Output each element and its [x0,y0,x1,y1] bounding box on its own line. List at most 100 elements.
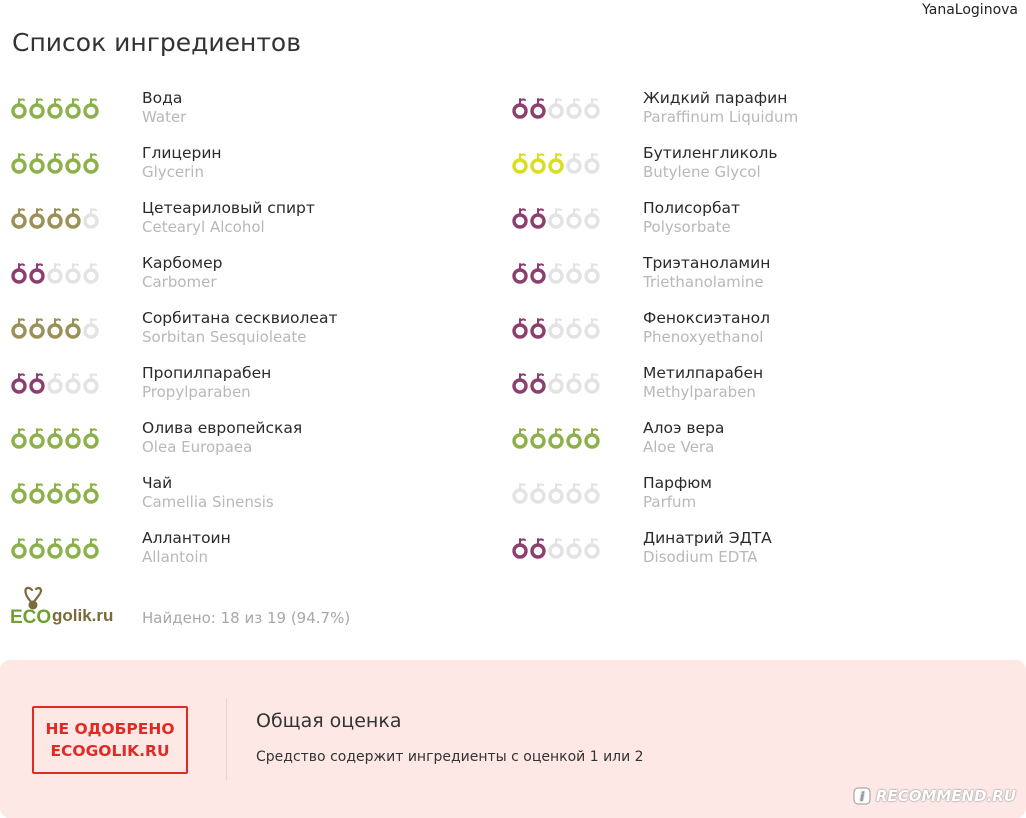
ingredient-row[interactable]: Триэтаноламин Triethanolamine [511,253,991,308]
rating-drop-icon [566,428,582,449]
ingredient-row[interactable]: Полисорбат Polysorbate [511,198,991,253]
ingredient-name-ru[interactable]: Парфюм [643,474,712,492]
ingredient-names: Бутиленгликоль Butylene Glycol [643,144,778,182]
ingredient-names: Жидкий парафин Paraffinum Liquidum [643,89,798,127]
svg-text:i: i [860,790,865,804]
rating-drop-icon [11,428,27,449]
rating-drop-icon [83,428,99,449]
ingredient-row[interactable]: Жидкий парафин Paraffinum Liquidum [511,88,991,143]
ingredients-left-column: Вода Water Глицерин Glycerin Цетеариловый сп… [10,88,490,583]
ingredient-rating [511,316,601,340]
rating-drop-icon [47,428,63,449]
rating-drop-icon [512,483,528,504]
ingredient-names: Цетеариловый спирт Cetearyl Alcohol [142,199,315,237]
ingredient-row[interactable]: Аллантоин Allantoin [10,528,490,583]
ingredient-name-ru[interactable]: Бутиленгликоль [643,144,778,162]
ingredient-row[interactable]: Цетеариловый спирт Cetearyl Alcohol [10,198,490,253]
ingredient-name-latin: Butylene Glycol [643,163,761,181]
ingredient-name-ru[interactable]: Олива европейская [142,419,303,437]
ingredient-row[interactable]: Парфюм Parfum [511,473,991,528]
ingredient-names: Триэтаноламин Triethanolamine [643,254,770,292]
logo-golik-text: golik.ru [52,606,113,625]
not-approved-stamp: НЕ ОДОБРЕНО ECOGOLIK.RU [32,706,188,774]
rating-drop-icon [584,153,600,174]
rating-drop-icon [530,208,546,229]
rating-drop-icon [566,318,582,339]
ingredient-name-ru[interactable]: Динатрий ЭДТА [643,529,772,547]
ingredient-row[interactable]: Алоэ вера Aloe Vera [511,418,991,473]
rating-drop-icon [47,153,63,174]
ingredient-row[interactable]: Карбомер Carbomer [10,253,490,308]
ingredient-row[interactable]: Феноксиэтанол Phenoxyethanol [511,308,991,363]
ingredient-row[interactable]: Чай Camellia Sinensis [10,473,490,528]
ingredient-name-ru[interactable]: Полисорбат [643,199,741,217]
ingredient-row[interactable]: Бутиленгликоль Butylene Glycol [511,143,991,198]
ingredient-row[interactable]: Сорбитана сесквиолеат Sorbitan Sesquiolea… [10,308,490,363]
rating-drop-icon [548,153,564,174]
ingredient-name-ru[interactable]: Карбомер [142,254,223,272]
ingredient-rating [511,151,601,175]
rating-drop-icon [65,263,81,284]
ingredient-name-latin: Disodium EDTA [643,548,758,566]
rating-drop-icon [584,538,600,559]
rating-drop-icon [65,318,81,339]
recommend-watermark: i RECOMMEND.RU [852,786,1016,806]
ingredient-row[interactable]: Метилпарабен Methylparaben [511,363,991,418]
ingredient-name-ru[interactable]: Феноксиэтанол [643,309,771,327]
ingredient-rating [511,536,601,560]
ingredient-name-ru[interactable]: Цетеариловый спирт [142,199,315,217]
ingredient-rating [10,316,100,340]
ingredient-name-latin: Sorbitan Sesquioleate [142,328,307,346]
ingredient-name-latin: Methylparaben [643,383,756,401]
rating-drop-icon [47,538,63,559]
ingredient-row[interactable]: Олива европейская Olea Europaea [10,418,490,473]
ingredient-name-ru[interactable]: Алоэ вера [643,419,725,437]
rating-drop-icon [548,428,564,449]
ingredient-rating [10,481,100,505]
ingredient-name-latin: Triethanolamine [643,273,764,291]
rating-drop-icon [29,428,45,449]
ingredient-name-ru[interactable]: Вода [142,89,183,107]
ingredient-name-ru[interactable]: Метилпарабен [643,364,764,382]
rating-drop-icon [566,153,582,174]
rating-drop-icon [65,98,81,119]
rating-drop-icon [47,263,63,284]
ingredient-name-ru[interactable]: Аллантоин [142,529,231,547]
rating-drop-icon [11,98,27,119]
ingredient-name-ru[interactable]: Жидкий парафин [643,89,788,107]
ingredient-rating [10,536,100,560]
logo-eco-text: ECO [10,607,51,628]
rating-drop-icon [530,318,546,339]
ingredient-name-ru[interactable]: Чай [142,474,173,492]
rating-drop-icon [29,373,45,394]
ingredient-names: Вода Water [142,89,186,127]
ingredient-name-latin: Polysorbate [643,218,731,236]
ingredient-name-ru[interactable]: Пропилпарабен [142,364,272,382]
ingredient-name-ru[interactable]: Триэтаноламин [643,254,771,272]
rating-drop-icon [65,538,81,559]
username[interactable]: YanaLoginova [922,2,1018,18]
ingredient-name-ru[interactable]: Глицерин [142,144,222,162]
ingredient-name-ru[interactable]: Сорбитана сесквиолеат [142,309,338,327]
stamp-line-2: ECOGOLIK.RU [50,742,170,760]
ingredient-row[interactable]: Пропилпарабен Propylparaben [10,363,490,418]
ingredient-name-latin: Propylparaben [142,383,251,401]
ecogolik-logo[interactable]: ECO golik.ru [10,586,125,630]
ingredient-names: Метилпарабен Methylparaben [643,364,763,402]
rating-drop-icon [584,263,600,284]
ingredient-names: Парфюм Parfum [643,474,712,512]
rating-drop-icon [530,373,546,394]
ingredient-row[interactable]: Вода Water [10,88,490,143]
rating-drop-icon [83,208,99,229]
ingredient-row[interactable]: Глицерин Glycerin [10,143,490,198]
rating-drop-icon [11,263,27,284]
ingredient-name-latin: Paraffinum Liquidum [643,108,799,126]
watermark-text: RECOMMEND.RU [875,787,1016,805]
rating-drop-icon [47,208,63,229]
rating-drop-icon [566,483,582,504]
ingredient-row[interactable]: Динатрий ЭДТА Disodium EDTA [511,528,991,583]
overall-rating-description: Средство содержит ингредиенты с оценкой … [256,749,644,765]
rating-drop-icon [530,538,546,559]
rating-drop-icon [548,373,564,394]
rating-drop-icon [83,483,99,504]
